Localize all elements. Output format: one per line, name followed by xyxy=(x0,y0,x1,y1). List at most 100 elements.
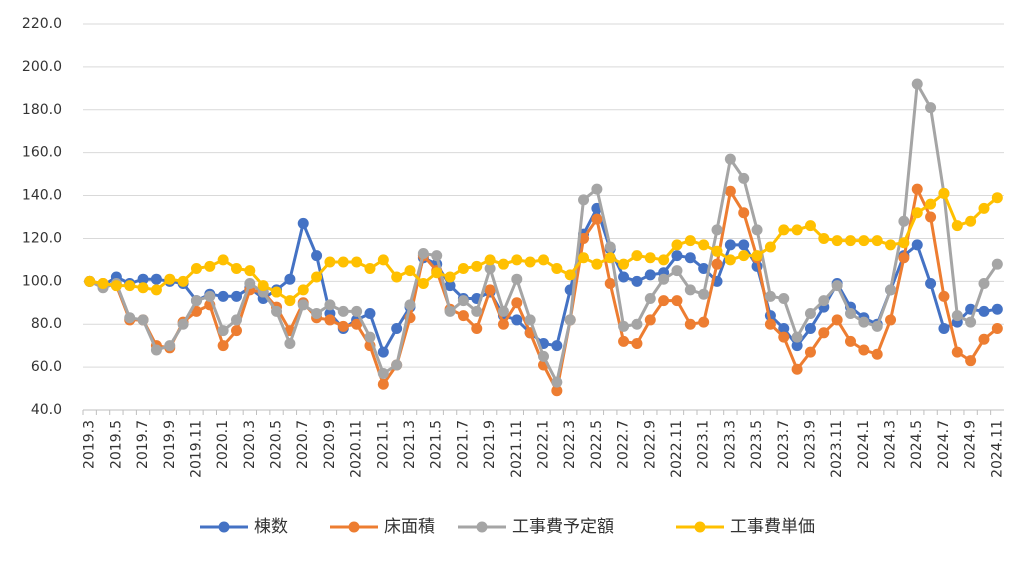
marker xyxy=(698,288,710,300)
series xyxy=(84,183,1003,397)
marker xyxy=(724,185,736,197)
y-tick-label: 100.0 xyxy=(22,273,62,289)
marker xyxy=(711,258,723,270)
x-tick-label: 2020.5 xyxy=(269,420,285,469)
marker xyxy=(391,271,403,283)
marker xyxy=(684,318,696,330)
marker xyxy=(377,368,389,380)
marker xyxy=(618,271,630,283)
x-tick-label: 2022.7 xyxy=(616,420,632,469)
marker xyxy=(671,239,683,251)
marker xyxy=(911,183,923,195)
marker xyxy=(991,192,1003,204)
marker xyxy=(97,277,109,289)
y-tick-label: 80.0 xyxy=(31,316,62,332)
marker xyxy=(791,363,803,375)
marker xyxy=(471,260,483,272)
marker xyxy=(364,331,376,343)
marker xyxy=(364,308,376,319)
marker xyxy=(124,280,136,292)
marker xyxy=(951,220,963,232)
marker xyxy=(190,295,202,307)
marker xyxy=(818,327,830,339)
marker xyxy=(818,232,830,244)
legend-label: 工事費予定額 xyxy=(512,517,614,537)
legend-marker xyxy=(348,521,360,533)
marker xyxy=(511,254,523,266)
marker xyxy=(431,267,443,279)
marker xyxy=(711,224,723,236)
marker xyxy=(791,340,803,352)
x-tick-label: 2020.3 xyxy=(242,420,258,469)
marker xyxy=(885,284,897,296)
x-tick-label: 2020.7 xyxy=(295,420,311,469)
marker xyxy=(751,250,763,262)
marker xyxy=(444,271,456,283)
marker xyxy=(885,314,897,326)
marker xyxy=(524,256,536,268)
marker xyxy=(551,376,563,388)
marker xyxy=(818,295,830,307)
x-tick-label: 2021.7 xyxy=(455,420,471,469)
marker xyxy=(511,297,523,309)
marker xyxy=(137,314,149,326)
x-tick-label: 2019.7 xyxy=(135,420,151,469)
x-tick-label: 2023.5 xyxy=(749,420,765,469)
marker xyxy=(658,295,670,307)
marker xyxy=(164,340,176,352)
y-tick-label: 180.0 xyxy=(22,102,62,118)
marker xyxy=(724,239,736,251)
legend-label: 棟数 xyxy=(254,517,288,537)
marker xyxy=(591,213,603,225)
x-tick-label: 2023.7 xyxy=(776,420,792,469)
marker xyxy=(898,215,910,227)
legend-marker xyxy=(476,521,488,533)
marker xyxy=(604,277,616,289)
marker xyxy=(217,290,229,302)
marker xyxy=(738,239,750,251)
marker xyxy=(377,254,389,266)
marker xyxy=(351,256,363,268)
marker xyxy=(497,258,509,270)
marker xyxy=(271,305,283,317)
marker xyxy=(991,323,1003,335)
marker xyxy=(684,284,696,296)
marker xyxy=(978,305,990,317)
marker xyxy=(137,273,149,285)
marker xyxy=(738,250,750,262)
marker xyxy=(177,275,189,287)
marker xyxy=(551,385,563,397)
marker xyxy=(684,235,696,247)
y-tick-label: 120.0 xyxy=(22,230,62,246)
marker xyxy=(484,254,496,266)
marker xyxy=(444,305,456,317)
marker xyxy=(364,262,376,274)
marker xyxy=(257,280,269,292)
marker xyxy=(497,318,509,330)
marker xyxy=(457,262,469,274)
marker xyxy=(858,235,870,247)
marker xyxy=(578,194,590,206)
marker xyxy=(511,273,523,285)
marker xyxy=(871,235,883,247)
legend-marker xyxy=(218,521,230,533)
marker xyxy=(911,239,923,251)
marker xyxy=(618,258,630,270)
x-tick-label: 2024.1 xyxy=(856,420,872,469)
marker xyxy=(778,331,790,343)
marker xyxy=(311,250,323,262)
y-tick-label: 220.0 xyxy=(22,16,62,32)
y-tick-label: 40.0 xyxy=(31,402,62,418)
marker xyxy=(284,273,296,285)
marker xyxy=(978,333,990,345)
x-tick-label: 2019.3 xyxy=(82,420,98,469)
marker xyxy=(110,280,122,292)
marker xyxy=(137,282,149,294)
x-tick-label: 2022.9 xyxy=(642,420,658,469)
marker xyxy=(804,308,816,319)
marker xyxy=(911,78,923,90)
marker xyxy=(978,277,990,289)
marker xyxy=(804,346,816,358)
marker xyxy=(698,316,710,328)
marker xyxy=(351,318,363,330)
